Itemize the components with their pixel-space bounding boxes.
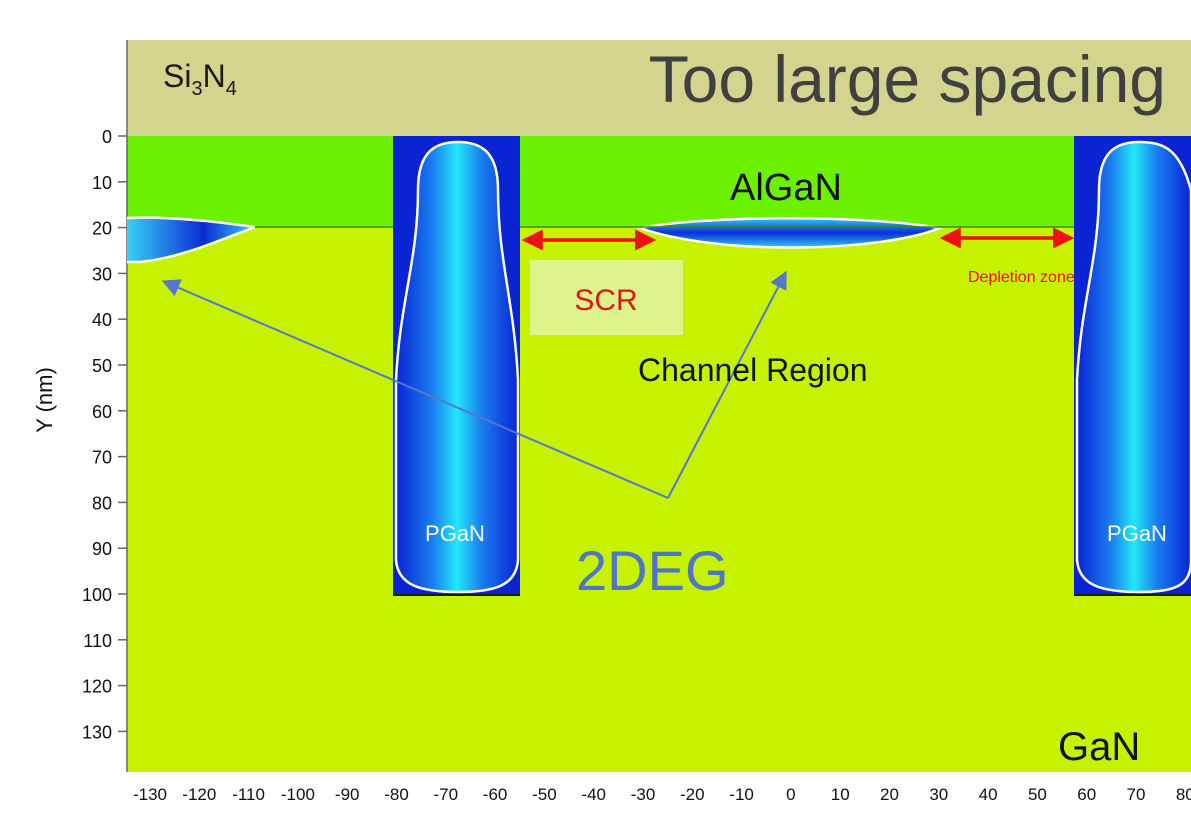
x-tick-label: -110 <box>232 785 265 804</box>
si3n4-label: Si3N4 <box>163 58 237 100</box>
y-tick-label: 20 <box>92 219 112 239</box>
x-tick-label: -40 <box>581 785 606 804</box>
y-tick-label: 30 <box>92 264 112 284</box>
algan-layer <box>127 136 1191 227</box>
x-tick-label: -70 <box>434 785 459 804</box>
y-tick-label: 90 <box>92 539 112 559</box>
x-tick-label: -130 <box>133 785 167 804</box>
si3n4-layer <box>127 40 1191 136</box>
x-tick-label: -10 <box>729 785 754 804</box>
y-tick-label: 40 <box>92 310 112 330</box>
x-tick-label: 10 <box>831 785 850 804</box>
twodeg-label: 2DEG <box>576 539 729 602</box>
algan-label: AlGaN <box>730 167 842 209</box>
x-tick-label: 0 <box>786 785 795 804</box>
x-tick-label: -80 <box>384 785 409 804</box>
x-tick-label: -90 <box>335 785 360 804</box>
y-tick-label: 120 <box>82 677 112 697</box>
twodeg-pocket-left <box>126 216 256 264</box>
y-tick-label: 70 <box>92 448 112 468</box>
scr-label: SCR <box>574 284 637 317</box>
pgan-label-left: PGaN <box>425 521 485 546</box>
y-tick-label: 110 <box>83 631 112 651</box>
x-tick-label: 50 <box>1028 785 1047 804</box>
scr-box <box>530 260 683 335</box>
x-axis-ticks: -130 -120 -110 -100 -90 -80 -70 -60 -50 -40 -30 -20… <box>133 785 1191 804</box>
x-tick-label: -120 <box>182 785 216 804</box>
channel-region-label: Channel Region <box>638 352 868 388</box>
twodeg-arrow-left <box>161 279 669 499</box>
x-tick-label: -60 <box>483 785 508 804</box>
y-tick-label: 100 <box>82 585 112 605</box>
pgan-pillar-right <box>1074 136 1191 596</box>
y-tick-label: 130 <box>82 722 112 742</box>
twodeg-arrow-center <box>667 270 787 499</box>
x-tick-label: 80 <box>1176 785 1191 804</box>
gan-label: GaN <box>1058 725 1140 769</box>
x-tick-label: 60 <box>1077 785 1096 804</box>
y-tick-label: 60 <box>92 402 112 422</box>
y-tick-label: 80 <box>92 493 112 513</box>
y-axis-ticks: 0 10 20 30 40 50 60 70 80 90 100 110 120 130 <box>82 127 127 742</box>
x-tick-label: -30 <box>631 785 656 804</box>
x-tick-label: -20 <box>680 785 705 804</box>
x-tick-label: 70 <box>1127 785 1146 804</box>
y-axis-label: Y (nm) <box>32 367 57 433</box>
depletion-label: Depletion zone <box>968 269 1075 286</box>
y-tick-label: 0 <box>102 127 112 147</box>
x-tick-label: 20 <box>880 785 899 804</box>
y-tick-label: 50 <box>92 356 112 376</box>
x-tick-label: 30 <box>929 785 948 804</box>
pgan-pillar-left <box>393 136 520 596</box>
x-tick-label: -100 <box>281 785 315 804</box>
pgan-label-right: PGaN <box>1107 521 1167 546</box>
title: Too large spacing <box>649 42 1166 116</box>
x-tick-label: 40 <box>979 785 998 804</box>
x-tick-label: -50 <box>532 785 557 804</box>
y-tick-label: 10 <box>92 173 112 193</box>
